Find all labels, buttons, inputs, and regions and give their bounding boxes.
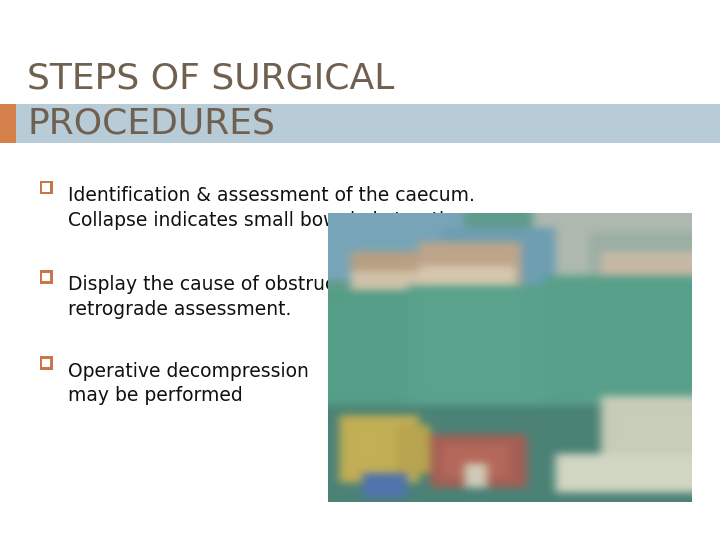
Bar: [42, 273, 50, 281]
Text: Identification & assessment of the caecum.
Collapse indicates small bowel obstru: Identification & assessment of the caecu…: [68, 186, 475, 230]
Text: PROCEDURES: PROCEDURES: [27, 107, 275, 140]
Bar: [0, 104, 16, 143]
Bar: [42, 184, 50, 192]
Bar: [0, 104, 720, 143]
Bar: [40, 181, 53, 194]
Bar: [40, 356, 53, 370]
Text: Operative decompression
may be performed: Operative decompression may be performed: [68, 362, 310, 405]
Bar: [40, 270, 53, 284]
Bar: [42, 359, 50, 367]
Text: Display the cause of obstruction by careful
retrograde assessment.: Display the cause of obstruction by care…: [68, 275, 471, 319]
Text: STEPS OF SURGICAL: STEPS OF SURGICAL: [27, 62, 395, 95]
